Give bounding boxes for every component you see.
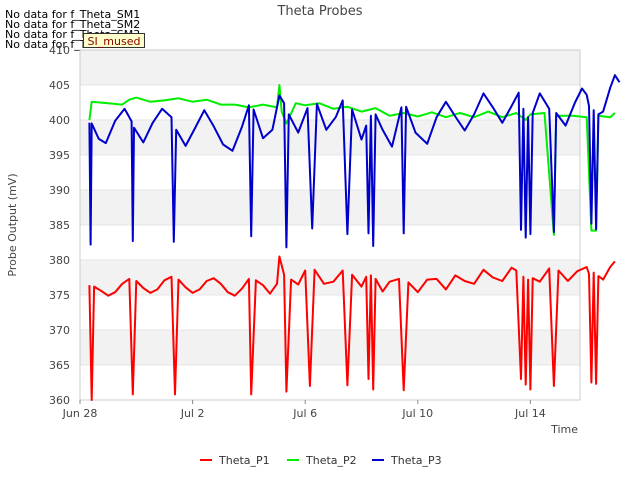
y-tick-label: 380 (49, 254, 70, 267)
x-tick-label: Jul 10 (401, 407, 433, 420)
x-tick-label: Jul 2 (180, 407, 205, 420)
y-tick-label: 375 (49, 289, 70, 302)
no-data-message-4: No data for f_Theta_SM4 (5, 38, 141, 51)
no-data-message-1: No data for f_Theta_SM1 (5, 8, 141, 21)
grid-band (80, 330, 580, 365)
grid-band (80, 190, 580, 225)
y-tick-label: 370 (49, 324, 70, 337)
series-line-theta-p3 (88, 74, 621, 249)
x-tick-label: Jun 28 (62, 407, 98, 420)
y-tick-label: 405 (49, 79, 70, 92)
x-tick-label: Jul 14 (514, 407, 546, 420)
y-tick-label: 365 (49, 359, 70, 372)
series-line-theta-p1 (88, 255, 616, 401)
legend-label: Theta_P2 (305, 454, 357, 467)
plot-frame (79, 49, 581, 401)
legend-label: Theta_P1 (218, 454, 270, 467)
y-tick-label: 360 (49, 394, 70, 407)
no-data-message-2: No data for f_Theta_SM2 (5, 18, 141, 31)
x-tick-label: Jul 6 (292, 407, 317, 420)
y-tick-label: 400 (49, 114, 70, 127)
grid-band (80, 50, 580, 85)
y-tick-label: 390 (49, 184, 70, 197)
x-axis-label: Time (550, 423, 578, 436)
y-axis-label: Probe Output (mV) (6, 173, 19, 276)
grid-band (80, 260, 580, 295)
chart-title: Theta Probes (276, 4, 362, 19)
y-tick-label: 410 (49, 44, 70, 57)
y-tick-label: 395 (49, 149, 70, 162)
y-tick-label: 385 (49, 219, 70, 232)
no-data-message-3: No data for f_Theta_SM3 (5, 28, 141, 41)
legend-label: Theta_P3 (390, 454, 442, 467)
si-mused-stamp: SI_mused (83, 33, 145, 48)
